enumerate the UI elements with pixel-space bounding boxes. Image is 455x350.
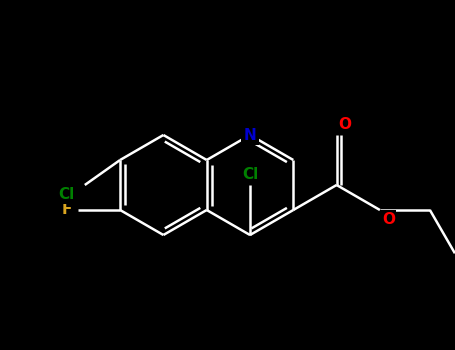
Text: Cl: Cl [59,187,75,202]
Text: F: F [62,203,72,217]
Text: O: O [382,212,395,227]
Text: O: O [339,117,352,132]
Text: Cl: Cl [242,167,258,182]
Text: N: N [243,127,256,142]
